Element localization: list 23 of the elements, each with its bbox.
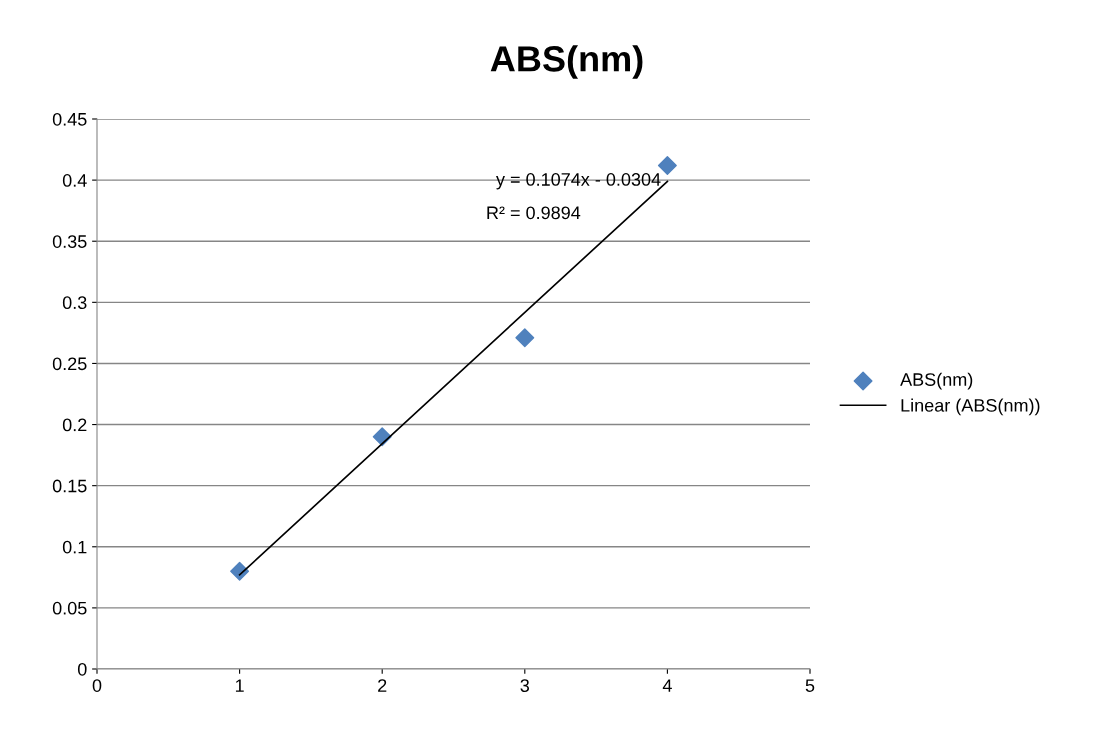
y-tick-label: 0.2 <box>62 418 87 432</box>
chart-title: ABS(nm) <box>490 45 643 79</box>
annotation: R² = 0.9894 <box>487 206 581 220</box>
x-tick-label: 0 <box>92 679 102 692</box>
y-tick-label: 0.45 <box>52 112 87 126</box>
y-tick-label: 0 <box>77 662 87 676</box>
point <box>657 155 677 175</box>
point <box>515 328 535 348</box>
y-tick-label: 0.4 <box>62 174 87 187</box>
y-tick-label: 0.05 <box>52 601 87 615</box>
x-tick-label: 3 <box>520 679 530 692</box>
y-tick-label: 0.15 <box>52 479 87 493</box>
x-tick-label: 4 <box>662 679 672 692</box>
annotation: y = 0.1074x - 0.0304 <box>496 173 661 190</box>
x-tick-label: 1 <box>235 679 244 692</box>
y-tick-label: 0.35 <box>52 235 87 248</box>
x-tick-label: 2 <box>378 679 387 692</box>
y-tick-label: 0.25 <box>52 357 87 371</box>
x-tick-label: 5 <box>805 679 815 692</box>
legend-label: Linear (ABS(nm)) <box>901 398 1040 416</box>
y-tick-label: 0.1 <box>62 540 87 554</box>
legend-label: ABS(nm) <box>900 372 973 390</box>
y-tick-label: 0.3 <box>62 296 87 310</box>
